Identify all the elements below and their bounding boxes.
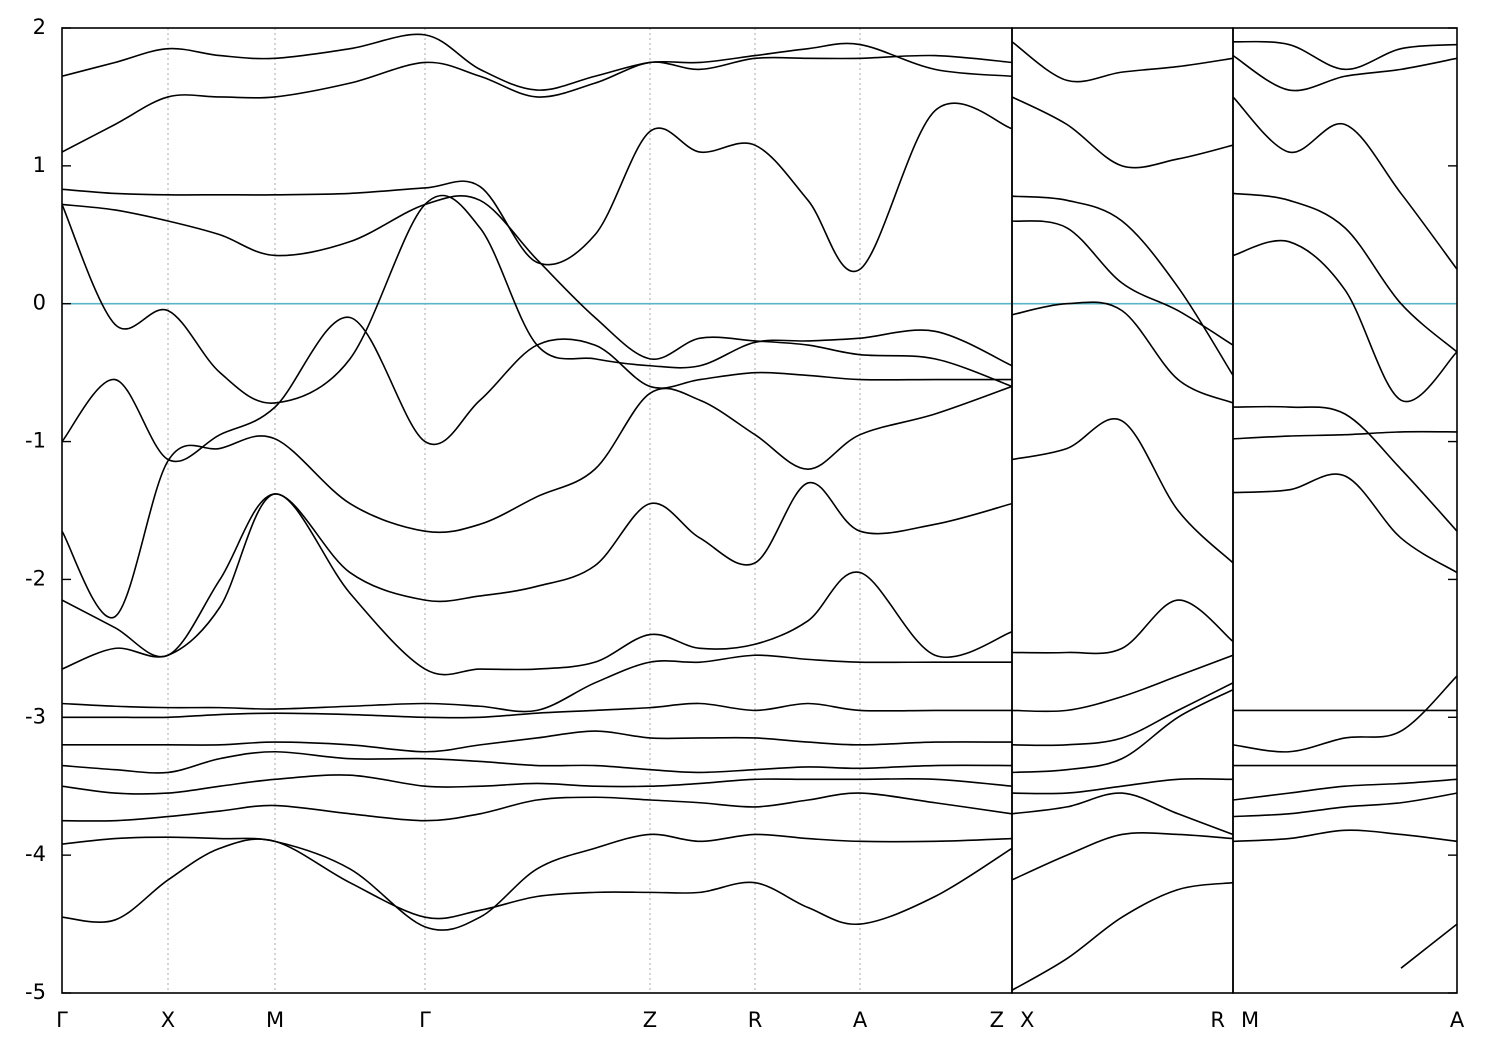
panel [62,28,1012,993]
x-tick-label: X [1020,1008,1034,1032]
band-line [62,750,1012,774]
band-line [62,792,1012,822]
band-line [62,493,1012,676]
panel-frame [1011,27,1234,994]
band-line [1012,654,1233,713]
y-tick-label: 0 [33,291,46,315]
band-line [62,385,1012,619]
band-line [62,54,1012,153]
panel-frame [1232,27,1458,994]
band-line [1012,418,1233,564]
panel-frame [61,27,1013,994]
band-line [62,702,1012,719]
band-line [1233,473,1457,574]
band-line [62,194,1012,388]
x-tick-label: X [161,1008,175,1032]
band-line [1012,831,1233,881]
band-line [1012,195,1233,376]
x-tick-label: M [1241,1008,1259,1032]
band-line [1400,923,1457,969]
band-line [1012,41,1233,83]
band-line [1012,220,1233,346]
x-tick-label: Γ [419,1008,431,1032]
x-tick-label: A [1450,1008,1465,1032]
band-line [1233,430,1457,440]
y-tick-label: -3 [25,704,46,728]
band-line [62,33,1012,91]
band-line [1012,881,1233,991]
x-tick-label: A [853,1008,868,1032]
band-line [1012,301,1233,404]
band-line [1233,54,1457,92]
band-line [62,482,1012,658]
band-line [62,774,1012,795]
band-line [1012,792,1233,836]
band-line [1233,778,1457,801]
y-tick-label: -4 [25,842,46,866]
y-tick-label: -1 [25,429,46,453]
band-line [1012,96,1233,169]
band-line [1233,192,1457,353]
band-line [1233,239,1457,403]
x-tick-label: M [266,1008,284,1032]
band-line [1012,778,1233,795]
panel [1012,41,1233,991]
band-line [62,833,1012,931]
x-tick-label: R [748,1008,763,1032]
band-line [62,838,1012,925]
x-tick-label: Z [643,1008,657,1032]
y-tick-label: -5 [25,980,46,1004]
band-line [1233,829,1457,843]
band-line [1012,688,1233,774]
band-line [1233,405,1457,532]
y-tick-label: 1 [33,153,46,177]
band-line [1012,682,1233,747]
y-tick-label: -2 [25,566,46,590]
band-line [62,730,1012,753]
band-line [62,102,1012,273]
band-line [62,654,1012,713]
x-tick-label: Γ [56,1008,68,1032]
band-line [1233,792,1457,818]
panel [1233,40,1457,969]
band-line [1012,599,1233,655]
x-tick-label: Z [990,1008,1004,1032]
x-tick-label: R [1210,1008,1225,1032]
band-line [1233,96,1457,270]
band-line [1233,675,1457,753]
y-tick-label: 2 [33,15,46,39]
band-line [62,316,1012,463]
band-line [62,194,1012,404]
band-line [1233,40,1457,71]
